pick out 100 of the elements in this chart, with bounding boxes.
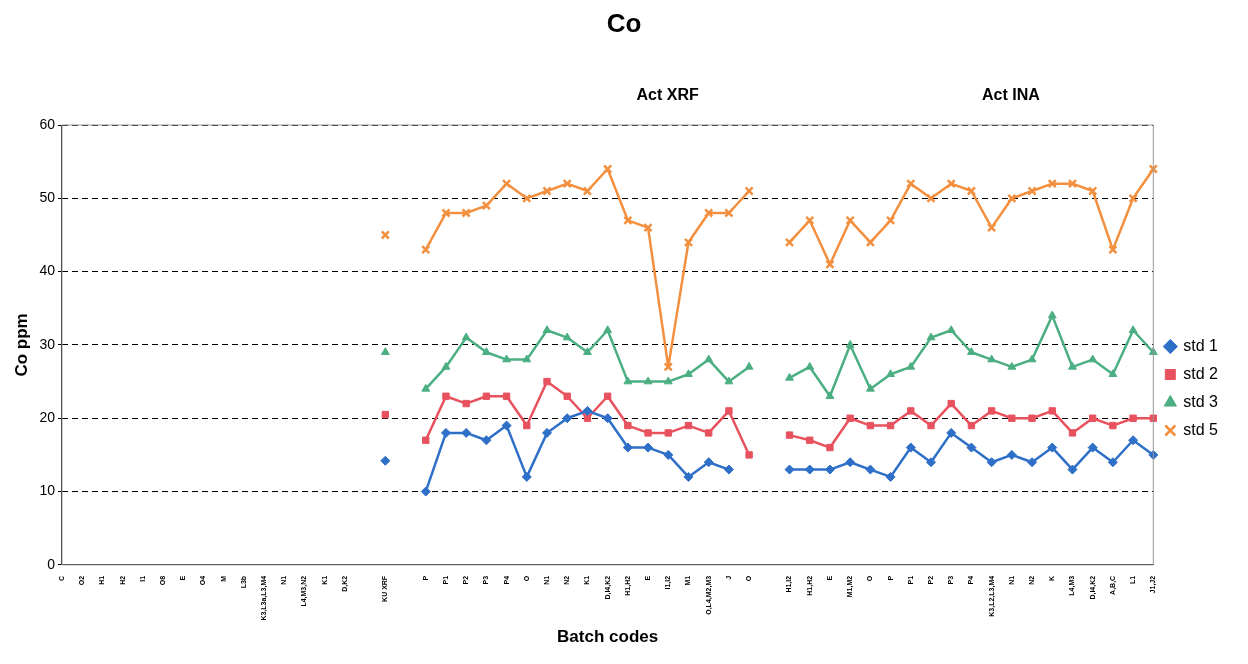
point [663, 449, 674, 460]
y-tick-label: 20 [39, 409, 56, 426]
point [886, 369, 895, 378]
legend-label: std 3 [1183, 392, 1219, 410]
point [926, 332, 936, 341]
point [643, 222, 653, 233]
point [1047, 178, 1058, 189]
point [865, 464, 876, 475]
point [1067, 178, 1078, 189]
point [825, 391, 835, 399]
y-tick-label: 0 [47, 555, 56, 572]
point [987, 354, 997, 363]
point [906, 361, 916, 370]
point [441, 208, 451, 218]
point [806, 436, 814, 444]
point [481, 435, 492, 446]
point [907, 407, 915, 415]
point [1007, 361, 1017, 370]
point [865, 237, 876, 248]
point [1107, 457, 1118, 468]
point [966, 442, 977, 453]
point [846, 414, 854, 422]
point [1087, 442, 1098, 453]
y-tick-label: 40 [39, 262, 56, 279]
point [723, 464, 734, 475]
point [683, 471, 694, 482]
point [1089, 414, 1097, 422]
point [885, 471, 896, 482]
point [461, 427, 472, 438]
point [704, 354, 714, 363]
point [420, 486, 431, 497]
point [947, 399, 955, 408]
point [1128, 193, 1138, 204]
text: Act XRF [636, 86, 699, 104]
point [886, 421, 895, 430]
point [481, 200, 492, 211]
point [380, 347, 390, 356]
y-tick-label: 10 [39, 482, 56, 499]
x-axis-title: Batch codes [557, 627, 659, 647]
point [582, 186, 593, 196]
point [1048, 407, 1056, 415]
point [440, 427, 451, 438]
y-tick-label: 60 [39, 115, 56, 132]
point [1068, 361, 1077, 370]
point [1067, 464, 1078, 475]
point [441, 361, 451, 370]
point [885, 215, 896, 226]
point [684, 369, 693, 378]
point [1027, 457, 1038, 468]
point [1149, 414, 1157, 422]
point [703, 208, 714, 218]
point [442, 392, 450, 400]
point [1087, 186, 1098, 196]
point [1108, 369, 1118, 378]
point [866, 421, 875, 430]
point [583, 347, 592, 356]
point [1108, 244, 1118, 255]
y-axis-title: Co ppm [11, 313, 31, 377]
point [966, 186, 977, 196]
point [1027, 354, 1037, 363]
point [926, 193, 936, 204]
y-tick-label: 30 [39, 335, 56, 352]
point [926, 457, 936, 468]
point [623, 376, 633, 385]
point [1007, 193, 1017, 204]
point [724, 376, 734, 385]
legend-label: std 5 [1183, 420, 1219, 438]
chart-title: Co [605, 8, 643, 39]
point [420, 244, 431, 255]
point [905, 442, 916, 453]
point [987, 407, 996, 415]
point [805, 361, 815, 370]
point [643, 442, 654, 453]
point [724, 208, 734, 218]
point [582, 405, 593, 416]
point [845, 215, 855, 226]
point [725, 407, 733, 415]
point [643, 376, 653, 385]
point [542, 427, 553, 438]
point [946, 427, 957, 438]
point [380, 230, 391, 240]
point [744, 361, 754, 370]
point [703, 457, 714, 468]
point [502, 392, 511, 400]
point [542, 325, 552, 334]
point [603, 325, 613, 334]
point [1068, 429, 1077, 437]
legend-label: std 1 [1183, 336, 1219, 354]
point [603, 392, 612, 400]
point [946, 325, 956, 334]
point [784, 237, 795, 248]
y-tick-label: 50 [39, 189, 56, 206]
point [563, 392, 571, 400]
point [1047, 310, 1057, 319]
legend-label: std 2 [1183, 364, 1219, 382]
point [1006, 449, 1017, 460]
point [1148, 164, 1159, 174]
point [804, 215, 815, 226]
point [380, 455, 391, 466]
point [422, 436, 430, 444]
